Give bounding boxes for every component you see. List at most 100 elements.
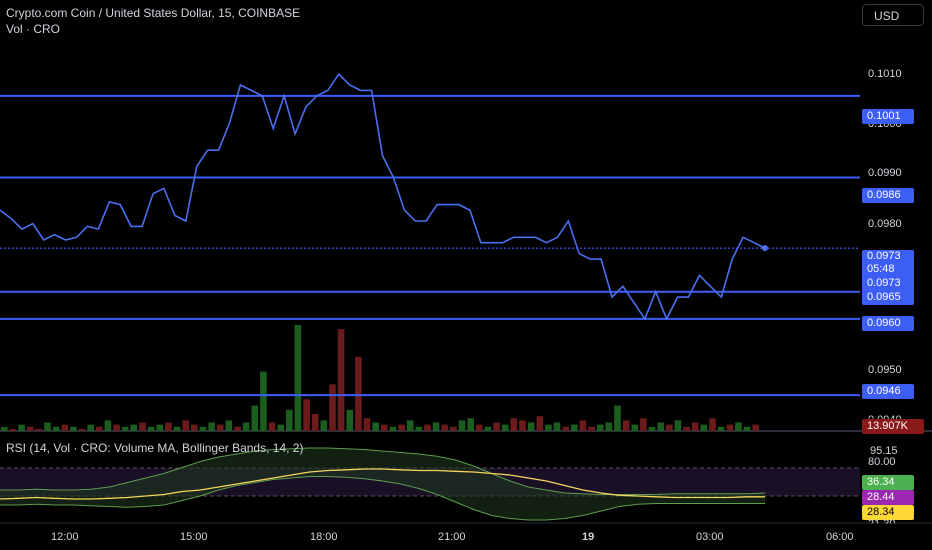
volume-bar bbox=[251, 405, 259, 431]
time-tick: 06:00 bbox=[826, 531, 854, 543]
volume-bar bbox=[510, 418, 518, 431]
volume-bar bbox=[458, 420, 466, 431]
volume-bar bbox=[432, 422, 440, 431]
volume-bar bbox=[121, 426, 129, 431]
volume-bar bbox=[484, 426, 492, 431]
price-label-3: 0.0965 bbox=[862, 290, 914, 305]
volume-bar bbox=[96, 426, 103, 431]
volume-bar bbox=[9, 428, 17, 431]
volume-bar bbox=[355, 356, 362, 431]
volume-bar bbox=[199, 426, 207, 431]
bollinger-upper-band bbox=[0, 447, 766, 495]
volume-bar bbox=[35, 428, 43, 431]
volume-bar bbox=[631, 424, 639, 431]
volume-bar bbox=[588, 426, 595, 431]
volume-bar bbox=[113, 424, 120, 431]
rsi-label-purple: 28.44 bbox=[862, 490, 914, 505]
volume-bar bbox=[545, 424, 552, 431]
volume-bar bbox=[225, 420, 233, 431]
volume-bar bbox=[346, 409, 354, 431]
volume-bar bbox=[527, 422, 535, 431]
rsi-legend: RSI (14, Vol · CRO: Volume MA, Bollinger… bbox=[6, 441, 304, 455]
time-tick: 12:00 bbox=[51, 531, 79, 543]
volume-bar bbox=[493, 422, 500, 431]
bollinger-band-fill bbox=[0, 448, 765, 520]
volume-bar bbox=[303, 399, 310, 431]
volume-label: 13.907K bbox=[862, 419, 924, 434]
price-tick: 0.0980 bbox=[868, 218, 902, 230]
currency-button[interactable]: USD bbox=[862, 4, 924, 26]
volume-bar bbox=[260, 371, 267, 431]
candle-countdown: 05:48 bbox=[867, 263, 895, 275]
volume-bar bbox=[683, 426, 690, 431]
price-line bbox=[0, 72, 766, 321]
volume-bar bbox=[173, 426, 181, 431]
volume-bar bbox=[579, 420, 587, 431]
volume-bar bbox=[234, 426, 241, 431]
volume-bar bbox=[596, 424, 604, 431]
volume-bar bbox=[372, 422, 379, 431]
price-label-0: 0.1001 bbox=[862, 109, 914, 124]
time-tick-day: 19 bbox=[582, 531, 595, 543]
volume-bar bbox=[87, 424, 94, 431]
volume-legend: Vol · CRO bbox=[6, 22, 61, 36]
volume-bar bbox=[501, 424, 509, 431]
volume-bar bbox=[476, 424, 483, 431]
volume-bar bbox=[156, 424, 164, 431]
volume-bar bbox=[277, 424, 284, 431]
volume-bar bbox=[406, 420, 414, 431]
volume-bar bbox=[147, 426, 155, 431]
volume-bar bbox=[415, 426, 423, 431]
price-label-5: 0.0946 bbox=[862, 384, 914, 399]
volume-bar bbox=[622, 420, 630, 431]
rsi-line bbox=[0, 468, 765, 500]
volume-bar bbox=[752, 424, 759, 431]
volume-bar bbox=[381, 424, 388, 431]
volume-bar bbox=[735, 422, 742, 431]
last-price-box: 0.0973 05:48 0.0973 bbox=[862, 250, 914, 292]
volume-bar bbox=[648, 426, 656, 431]
price-tick: 0.0950 bbox=[868, 364, 902, 376]
bollinger-lower-band bbox=[0, 476, 765, 521]
volume-bar bbox=[70, 426, 77, 431]
volume-bar bbox=[208, 422, 215, 431]
volume-bar bbox=[337, 329, 345, 431]
volume-bar bbox=[78, 428, 86, 431]
volume-bar bbox=[640, 418, 647, 431]
volume-bar bbox=[389, 426, 397, 431]
volume-bar bbox=[191, 424, 198, 431]
rsi-label-upper: 95.15 bbox=[862, 444, 914, 458]
volume-bar bbox=[130, 424, 138, 431]
volume-bar bbox=[165, 422, 172, 431]
volume-bar bbox=[562, 426, 569, 431]
volume-bar bbox=[424, 424, 431, 431]
volume-bar bbox=[61, 424, 69, 431]
volume-bar bbox=[268, 422, 276, 431]
volume-bar bbox=[536, 416, 544, 431]
last-price-value: 0.0973 bbox=[867, 250, 901, 262]
volume-bar bbox=[311, 414, 319, 431]
volume-bar bbox=[398, 424, 405, 431]
last-price-value-2: 0.0973 bbox=[867, 277, 901, 289]
volume-bar bbox=[242, 422, 250, 431]
price-label-4: 0.0960 bbox=[862, 316, 914, 331]
volume-bar bbox=[743, 426, 751, 431]
price-tick: 0.0940 bbox=[868, 414, 902, 419]
volume-bar bbox=[674, 420, 682, 431]
volume-bar bbox=[18, 424, 25, 431]
last-price-dot bbox=[762, 245, 768, 252]
volume-bar bbox=[329, 384, 336, 431]
volume-bar bbox=[605, 422, 613, 431]
volume-bar bbox=[571, 424, 578, 431]
price-tick: 0.0990 bbox=[868, 167, 902, 179]
volume-bar bbox=[657, 422, 664, 431]
volume-bar bbox=[44, 422, 51, 431]
rsi-label-yellow: 28.34 bbox=[862, 505, 914, 520]
volume-bar bbox=[286, 409, 293, 431]
volume-bar bbox=[52, 426, 60, 431]
volume-bar bbox=[320, 420, 328, 431]
price-label-1: 0.0986 bbox=[862, 188, 914, 203]
volume-bar bbox=[139, 422, 146, 431]
volume-bar bbox=[717, 426, 725, 431]
